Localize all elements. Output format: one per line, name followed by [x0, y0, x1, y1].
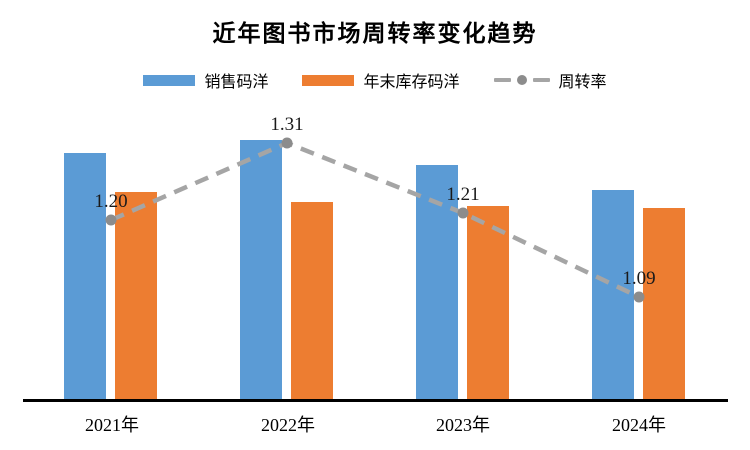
- turnover-point-2022年: [281, 137, 293, 149]
- inventory-swatch-icon: [302, 74, 355, 86]
- x-axis-label: 2024年: [612, 415, 666, 435]
- legend-label-sales: 销售码洋: [204, 74, 269, 91]
- dash-icon: [532, 78, 550, 82]
- legend-item-turnover: 周转率: [493, 68, 607, 92]
- chart-title: 近年图书市场周转率变化趋势: [212, 21, 538, 46]
- bar-sales-2022年: [240, 140, 282, 400]
- bar-inventory-2023年: [467, 206, 509, 400]
- turnover-value-label: 1.09: [622, 268, 655, 289]
- x-axis-label: 2021年: [85, 415, 139, 435]
- sales-swatch-icon: [143, 74, 196, 86]
- turnover-point-2024年: [633, 291, 645, 303]
- legend-label-turnover: 周转率: [558, 74, 607, 91]
- dash-icon: [493, 78, 511, 82]
- x-axis-label: 2023年: [436, 415, 490, 435]
- turnover-point-2023年: [457, 207, 469, 219]
- turnover-value-label: 1.20: [94, 191, 127, 212]
- bar-inventory-2024年: [643, 208, 685, 400]
- marker-dot-icon: [516, 75, 527, 85]
- bar-inventory-2022年: [291, 202, 333, 400]
- legend-item-sales: 销售码洋: [143, 68, 268, 92]
- legend-label-inventory: 年末库存码洋: [363, 74, 460, 91]
- x-axis-label: 2022年: [261, 415, 315, 435]
- legend-item-inventory: 年末库存码洋: [302, 68, 460, 92]
- turnover-dashed-line-icon: [493, 75, 550, 85]
- bar-inventory-2021年: [115, 192, 157, 400]
- legend: 销售码洋 年末库存码洋 周转率: [0, 68, 750, 92]
- turnover-point-2021年: [105, 214, 117, 226]
- bar-sales-2024年: [592, 190, 634, 400]
- turnover-line: [110, 140, 640, 300]
- bar-sales-2021年: [64, 153, 106, 400]
- turnover-value-label: 1.21: [446, 184, 479, 205]
- turnover-value-label: 1.31: [270, 114, 303, 135]
- x-axis-line: [23, 399, 728, 402]
